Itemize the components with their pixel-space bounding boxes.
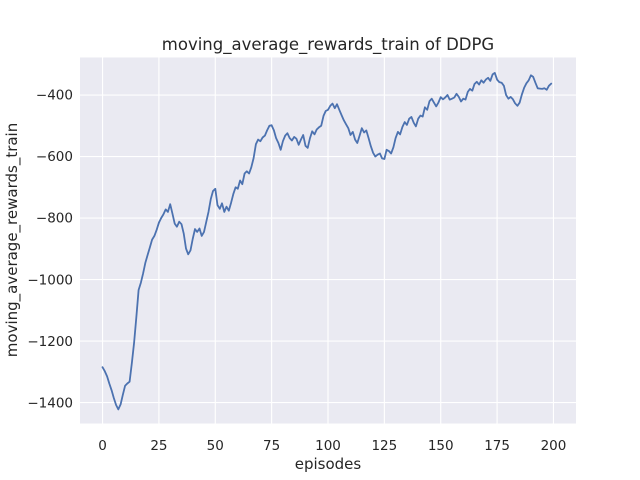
x-tick-label: 150 <box>428 438 454 454</box>
x-tick-labels: 0 25 50 75 100 125 150 175 200 <box>98 438 566 454</box>
y-tick-label: −800 <box>36 211 73 227</box>
y-tick-label: −600 <box>36 149 73 165</box>
x-tick-label: 200 <box>541 438 567 454</box>
x-tick-label: 125 <box>371 438 397 454</box>
x-tick-label: 75 <box>263 438 280 454</box>
x-tick-label: 25 <box>150 438 167 454</box>
y-tick-label: −400 <box>36 88 73 104</box>
x-tick-label: 0 <box>98 438 107 454</box>
x-tick-label: 175 <box>484 438 510 454</box>
x-tick-label: 50 <box>207 438 224 454</box>
gridlines <box>80 57 576 424</box>
chart-title: moving_average_rewards_train of DDPG <box>162 35 494 55</box>
y-axis-label: moving_average_rewards_train <box>3 123 22 357</box>
x-axis-label: episodes <box>295 455 362 473</box>
y-tick-label: −1200 <box>27 334 73 350</box>
y-tick-label: −1400 <box>27 395 73 411</box>
x-tick-label: 100 <box>315 438 341 454</box>
y-tick-labels: −400 −600 −800 −1000 −1200 −1400 <box>27 88 73 412</box>
series-line <box>101 72 553 411</box>
y-tick-label: −1000 <box>27 272 73 288</box>
